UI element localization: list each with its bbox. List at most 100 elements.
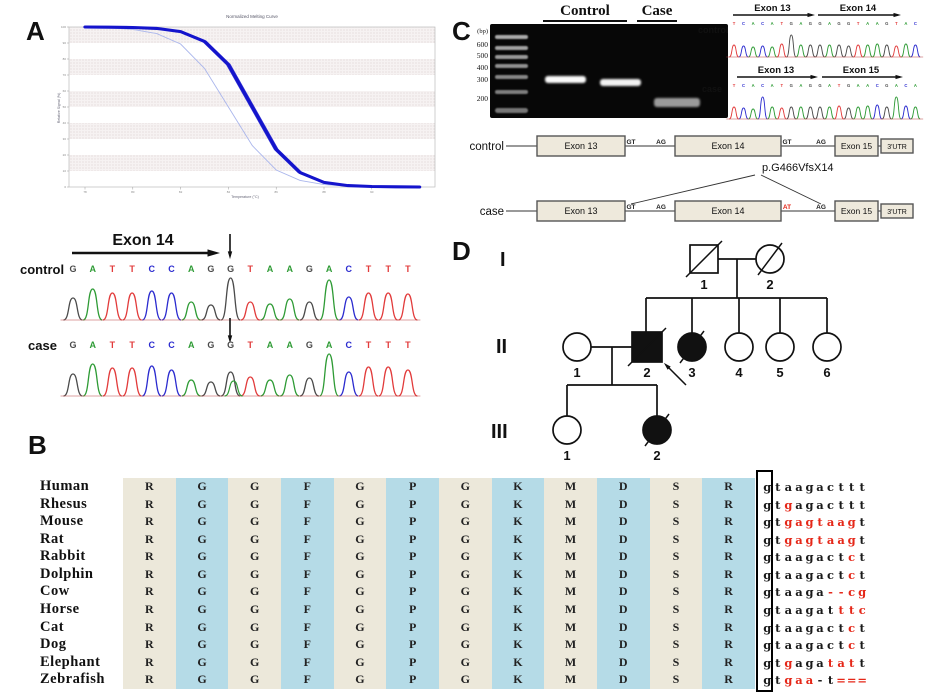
exon14-arrow — [72, 249, 220, 257]
svg-text:C: C — [742, 21, 745, 26]
ladder-band — [495, 108, 528, 113]
svg-text:C: C — [914, 21, 917, 26]
aa-cell: D — [596, 548, 650, 566]
aa-cell: P — [386, 495, 439, 514]
svg-text:C: C — [742, 83, 745, 88]
aa-cell: G — [228, 530, 281, 549]
svg-text:GT: GT — [626, 139, 635, 146]
aa-cell: D — [596, 478, 650, 496]
exon-map-row-case: case Exon 13 Exon 14 Exon 15 3'UTR GT AG AT AG p.… — [480, 162, 914, 222]
aa-cell: F — [280, 601, 334, 619]
svg-text:Exon 14: Exon 14 — [112, 232, 173, 249]
svg-text:Exon 14: Exon 14 — [711, 141, 744, 151]
svg-text:T: T — [857, 21, 860, 26]
svg-text:G: G — [818, 21, 821, 26]
species-name: Elephant — [40, 653, 101, 670]
svg-text:AG: AG — [656, 204, 666, 211]
svg-text:C: C — [149, 340, 156, 350]
svg-text:T: T — [110, 340, 116, 350]
aa-cell: G — [438, 671, 492, 689]
aa-cell: D — [596, 636, 650, 654]
svg-text:G: G — [885, 83, 888, 88]
svg-text:0: 0 — [64, 185, 66, 189]
aa-cell: G — [333, 565, 387, 584]
aa-cell: P — [386, 636, 439, 654]
aa-cell: M — [544, 653, 597, 672]
aa-cell: R — [123, 495, 176, 514]
aa-cell: R — [123, 653, 176, 672]
aa-cell: G — [228, 601, 281, 619]
svg-text:78: 78 — [83, 190, 87, 194]
pedigree-individual-II-1: 1 — [562, 332, 592, 380]
aa-cell: G — [175, 513, 229, 531]
svg-text:90: 90 — [63, 41, 67, 45]
svg-text:G: G — [790, 83, 793, 88]
aa-cell: G — [438, 513, 492, 531]
svg-text:G: G — [69, 340, 76, 350]
aa-cell: K — [491, 671, 545, 689]
aa-cell: G — [228, 653, 281, 672]
aa-cell: G — [438, 530, 492, 549]
aa-cell: G — [175, 653, 229, 672]
aa-cell: G — [175, 618, 229, 637]
aa-cell: G — [175, 601, 229, 619]
svg-text:T: T — [405, 340, 411, 350]
svg-text:10: 10 — [63, 169, 67, 173]
species-name: Horse — [40, 601, 80, 618]
svg-text:A: A — [876, 21, 879, 26]
svg-text:T: T — [733, 21, 736, 26]
proband-arrow — [663, 362, 687, 386]
sanger-row-case: case G A T T C C A G G T A A G A C T T T — [28, 318, 421, 397]
svg-text:G: G — [227, 264, 234, 274]
aa-cell: F — [280, 478, 334, 496]
svg-text:1: 1 — [563, 448, 570, 463]
aa-cell: G — [228, 548, 281, 566]
aa-cell: P — [386, 478, 439, 496]
aa-cell: G — [438, 565, 492, 584]
svg-text:A: A — [866, 21, 869, 26]
aa-cell: M — [544, 548, 597, 566]
aa-cell: K — [491, 548, 545, 566]
aa-cell: P — [386, 530, 439, 549]
aa-cell: G — [438, 583, 492, 602]
aa-cell: R — [123, 548, 176, 566]
pedigree-individual-I-2: 2 — [755, 242, 785, 292]
svg-text:30: 30 — [63, 137, 67, 141]
svg-text:Relative Signal (%): Relative Signal (%) — [57, 93, 61, 124]
svg-text:C: C — [346, 340, 353, 350]
svg-text:A: A — [771, 83, 774, 88]
bp-marker-label: 400 — [476, 62, 488, 72]
aa-cell: G — [228, 478, 281, 496]
aa-cell: M — [544, 601, 597, 619]
svg-text:2: 2 — [766, 277, 773, 292]
svg-text:A: A — [286, 264, 293, 274]
svg-text:Exon 13: Exon 13 — [754, 3, 790, 14]
panel-b-label: B — [28, 430, 47, 460]
aa-cell: M — [544, 618, 597, 637]
aa-cell: G — [438, 636, 492, 654]
aa-cell: G — [333, 548, 387, 566]
panel-d-label: D — [452, 236, 471, 266]
aa-cell: G — [175, 530, 229, 549]
aa-cell: S — [649, 671, 703, 689]
aa-cell: P — [386, 601, 439, 619]
svg-text:AG: AG — [656, 139, 666, 146]
gel-header-case: Case — [637, 3, 677, 22]
svg-text:3: 3 — [688, 365, 695, 380]
svg-text:A: A — [89, 340, 96, 350]
aa-cell: S — [649, 653, 703, 672]
aa-cell: R — [702, 636, 755, 654]
aa-cell: G — [228, 671, 281, 689]
svg-text:T: T — [366, 340, 372, 350]
aa-cell: M — [544, 495, 597, 514]
svg-text:G: G — [69, 264, 76, 274]
svg-text:T: T — [895, 21, 898, 26]
svg-text:G: G — [306, 340, 313, 350]
